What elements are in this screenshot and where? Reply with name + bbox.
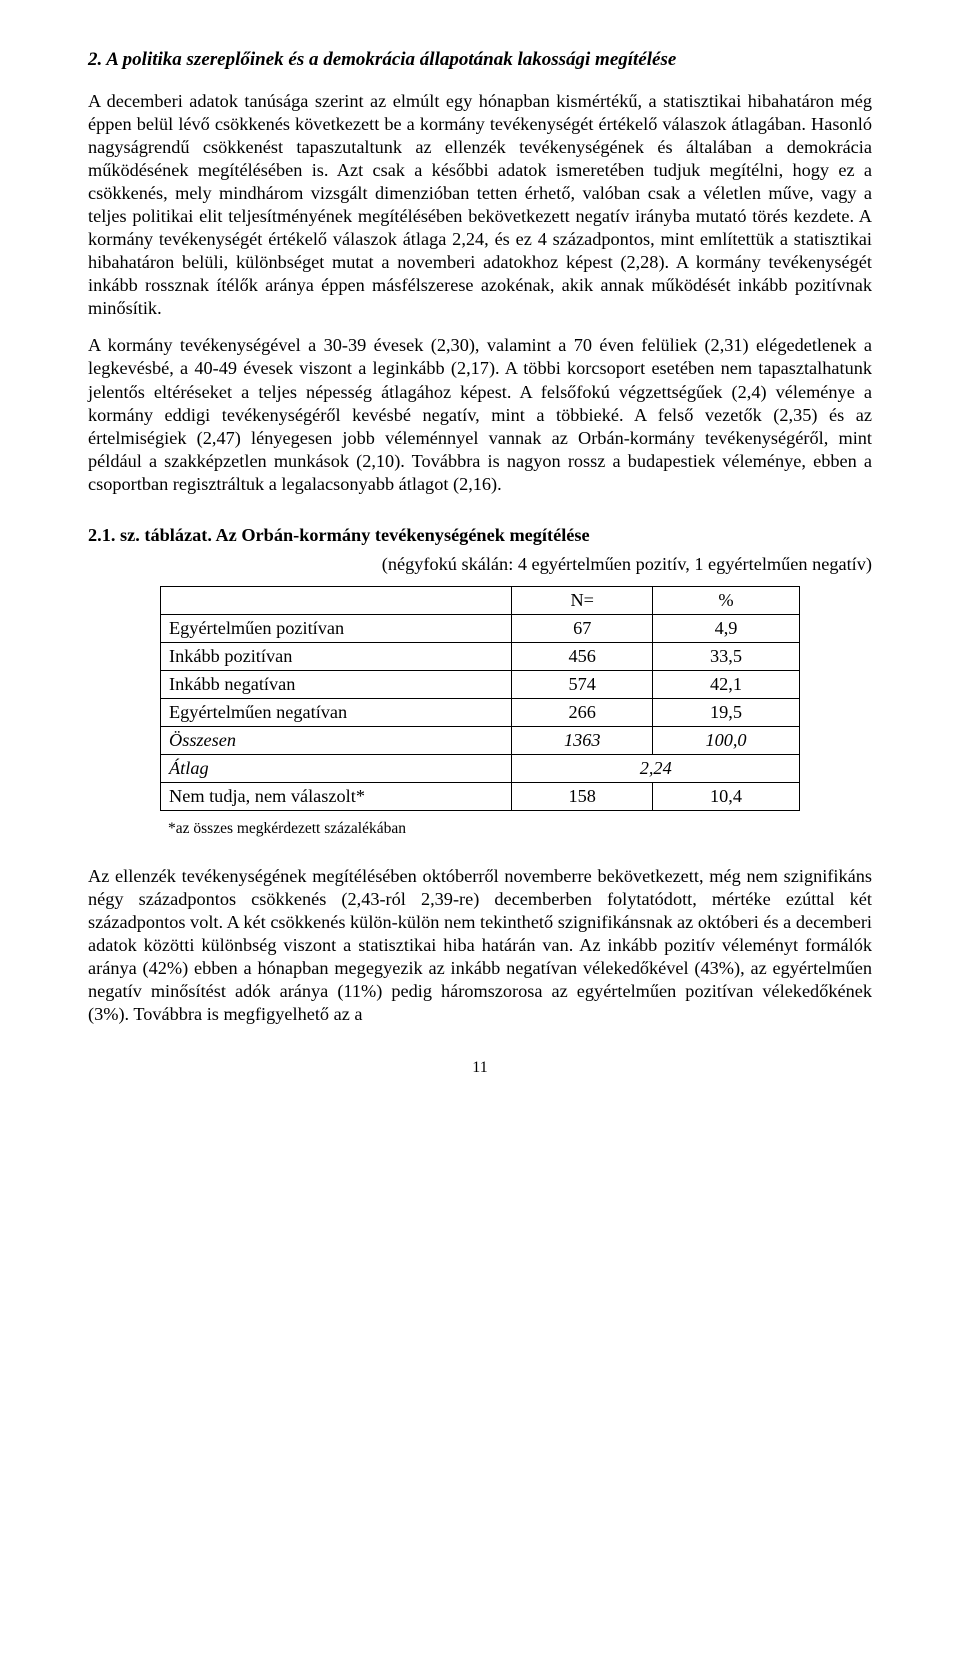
total-label: Összesen: [161, 727, 512, 755]
header-n: N=: [512, 586, 653, 614]
row-label: Inkább negatívan: [161, 670, 512, 698]
row-n: 574: [512, 670, 653, 698]
table-row: Inkább negatívan 574 42,1: [161, 670, 800, 698]
row-pct: 42,1: [653, 670, 800, 698]
paragraph-2: A kormány tevékenységével a 30-39 évesek…: [88, 334, 872, 495]
table-na-row: Nem tudja, nem válaszolt* 158 10,4: [161, 783, 800, 811]
table-title-prefix: 2.1. sz. táblázat.: [88, 525, 215, 545]
table-subtitle: (négyfokú skálán: 4 egyértelműen pozitív…: [88, 553, 872, 576]
table-row: Inkább pozitívan 456 33,5: [161, 642, 800, 670]
row-label: Inkább pozitívan: [161, 642, 512, 670]
table-header-row: N= %: [161, 586, 800, 614]
page-number: 11: [88, 1058, 872, 1078]
row-label: Egyértelműen negatívan: [161, 699, 512, 727]
document-page: 2. A politika szereplőinek és a demokrác…: [0, 0, 960, 1118]
table-avg-row: Átlag 2,24: [161, 755, 800, 783]
total-pct: 100,0: [653, 727, 800, 755]
table-row: Egyértelműen pozitívan 67 4,9: [161, 614, 800, 642]
header-pct: %: [653, 586, 800, 614]
row-pct: 33,5: [653, 642, 800, 670]
table-row: Egyértelműen negatívan 266 19,5: [161, 699, 800, 727]
row-pct: 19,5: [653, 699, 800, 727]
row-n: 266: [512, 699, 653, 727]
row-pct: 4,9: [653, 614, 800, 642]
data-table: N= % Egyértelműen pozitívan 67 4,9 Inkáb…: [160, 586, 800, 811]
table-total-row: Összesen 1363 100,0: [161, 727, 800, 755]
section-title: 2. A politika szereplőinek és a demokrác…: [88, 48, 872, 72]
total-n: 1363: [512, 727, 653, 755]
row-n: 456: [512, 642, 653, 670]
paragraph-3: Az ellenzék tevékenységének megítélésébe…: [88, 865, 872, 1026]
header-blank: [161, 586, 512, 614]
na-label: Nem tudja, nem válaszolt*: [161, 783, 512, 811]
table-footnote: *az összes megkérdezett százalékában: [168, 819, 872, 839]
table-wrap: N= % Egyértelműen pozitívan 67 4,9 Inkáb…: [88, 586, 872, 811]
na-n: 158: [512, 783, 653, 811]
na-pct: 10,4: [653, 783, 800, 811]
table-title: 2.1. sz. táblázat. Az Orbán-kormány tevé…: [88, 524, 872, 547]
avg-value: 2,24: [512, 755, 800, 783]
row-n: 67: [512, 614, 653, 642]
paragraph-1: A decemberi adatok tanúsága szerint az e…: [88, 90, 872, 320]
row-label: Egyértelműen pozitívan: [161, 614, 512, 642]
avg-label: Átlag: [161, 755, 512, 783]
table-title-bold: Az Orbán-kormány tevékenységének megítél…: [215, 525, 589, 545]
